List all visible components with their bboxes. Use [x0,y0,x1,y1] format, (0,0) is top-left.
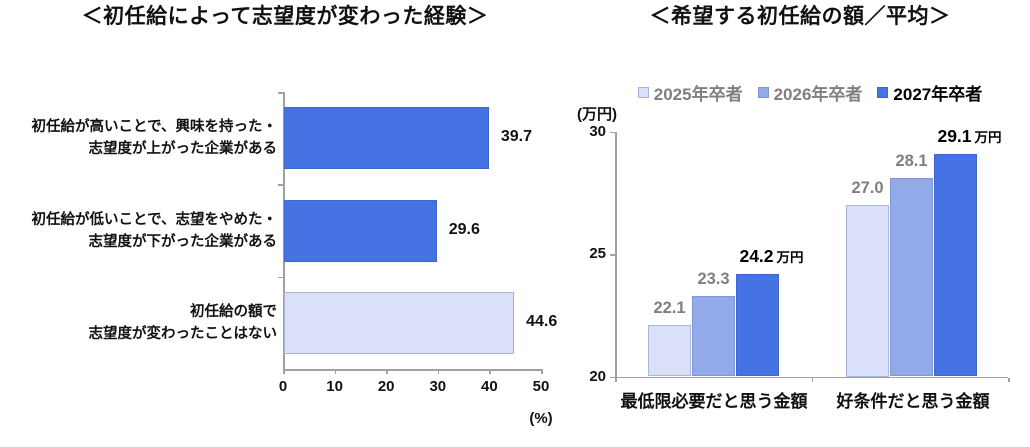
right-chart-bar [736,273,779,377]
right-chart-bar [648,325,691,377]
legend-label: 2027年卒者 [893,85,983,104]
left-chart-category-label-line: 志望度が下がった企業がある [88,233,278,250]
left-chart-x-tick-label: 20 [377,378,395,395]
right-chart-x-axis-tick [615,377,617,382]
right-chart-value-label: 22.1 [653,299,686,318]
left-chart-bar [284,291,515,354]
left-chart-category-label-line: 初任給が高いことで、興味を持った・ [31,119,277,136]
right-chart-y-tick-label: 25 [589,245,606,262]
right-chart-x-axis-tick [1008,377,1010,382]
right-chart-x-axis [615,376,1008,378]
left-chart-x-tick-label: 30 [429,378,447,395]
right-chart-y-axis-tick [610,254,615,256]
left-chart-category-label: 初任給が高いことで、興味を持った・志望度が上がった企業がある [2,116,277,160]
left-chart-value-label: 44.6 [526,312,558,330]
left-chart-x-axis-tick [386,369,388,374]
left-chart-x-tick-label: 10 [326,378,343,395]
right-chart-y-tick-label: 20 [589,367,606,385]
left-chart-category-label: 初任給が低いことで、志望をやめた・志望度が下がった企業がある [2,209,277,253]
right-chart-value-label: 28.1 [895,152,928,171]
right-chart-bar [692,295,735,377]
legend-item: 2027年卒者 [877,80,982,105]
legend-swatch-icon [637,87,649,98]
left-chart-value-label: 29.6 [448,220,480,238]
right-chart-value-label: 23.3 [697,269,730,288]
left-chart-y-axis [283,92,285,369]
right-chart-legend: 2025年卒者 2026年卒者 2027年卒者 [598,80,1022,105]
right-chart-y-axis-unit: (万円) [577,106,617,123]
left-chart-bar [284,107,489,170]
left-chart-x-tick-label: 0 [278,378,288,395]
right-chart-bar [890,178,933,377]
left-chart-y-axis-tick [278,276,283,279]
left-chart-category-label-line: 初任給が低いことで、志望をやめた・ [31,211,277,228]
legend-label: 2025年卒者 [653,85,743,104]
legend-swatch-icon [757,87,769,98]
left-chart-category-label: 初任給の額で志望度が変わったことはない [2,301,278,345]
left-chart-x-axis-tick [334,369,337,374]
left-chart-x-axis [283,369,543,371]
left-chart-x-axis-unit: (%) [529,410,553,427]
left-chart-y-axis-tick [278,92,283,94]
value-unit-suffix: 万円 [974,129,1002,145]
left-chart-x-axis-tick [283,369,285,374]
left-chart-x-axis-tick [437,369,440,374]
right-chart-bar [846,205,889,377]
left-chart-y-axis-tick [278,184,283,186]
right-chart-x-axis-tick [811,377,813,382]
right-chart-y-tick-label: 30 [589,122,606,140]
left-chart-category-label-line: 志望度が上がった企業がある [88,141,278,158]
right-chart-category-label: 最低限必要だと思う金額 [620,392,808,411]
right-chart-y-axis [615,131,617,378]
legend-swatch-icon [877,87,889,98]
left-chart-value-label: 39.7 [500,128,532,146]
right-chart-value-label: 24.2 万円 [739,245,804,266]
right-chart-bar [934,153,977,377]
left-chart-x-axis-tick [489,369,491,374]
left-chart-x-axis-tick [541,369,543,374]
right-chart-y-axis-tick [610,376,615,378]
left-chart-category-label-line: 志望度が変わったことはない [88,325,278,342]
left-chart-bar [284,199,437,262]
left-chart-title: ＜初任給によって志望度が変わった経験＞ [81,5,489,28]
value-unit-suffix: 万円 [776,249,804,265]
legend-item: 2026年卒者 [757,80,863,105]
right-chart-category-label: 好条件だと思う金額 [836,392,990,411]
legend-label: 2026年卒者 [773,85,863,104]
right-chart-title: ＜希望する初任給の額／平均＞ [649,5,951,28]
left-chart-category-label-line: 初任給の額で [190,303,277,320]
legend-item: 2025年卒者 [637,80,743,105]
right-chart-value-label: 27.0 [851,179,884,197]
right-chart-y-axis-tick [610,131,615,133]
left-chart-x-tick-label: 40 [481,378,498,395]
left-chart-x-tick-label: 50 [532,378,550,395]
right-chart-value-label: 29.1 万円 [937,125,1002,146]
